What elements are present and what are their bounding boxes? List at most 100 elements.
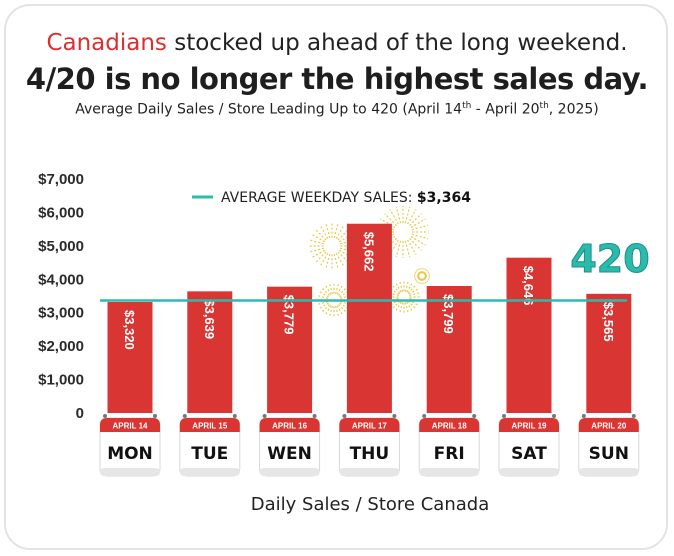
subheadline: 4/20 is no longer the highest sales day.	[25, 62, 649, 96]
bar-value-label: $3,799	[441, 294, 456, 334]
x-tick-label: FRI	[434, 444, 465, 464]
tile-ring	[262, 414, 267, 418]
firework-ray	[389, 239, 399, 255]
day-tile: APRIL 20 SUN	[578, 414, 640, 477]
firework-ray	[380, 218, 396, 228]
tile-footer	[339, 468, 400, 476]
firework-burst	[388, 281, 420, 313]
firework-ray	[319, 252, 329, 268]
tile-ring	[581, 414, 586, 418]
tile-date: APRIL 15	[192, 422, 228, 431]
bar	[346, 223, 392, 413]
firework-ray	[417, 278, 422, 284]
firework-ray	[395, 240, 402, 258]
bar-value-label: $3,779	[282, 295, 297, 335]
title-part-3: , 2025)	[548, 101, 599, 118]
x-tick-label: MON	[107, 444, 153, 464]
bar-value-label: $3,565	[601, 302, 616, 342]
firework-ray	[399, 281, 404, 292]
firework-ray	[424, 273, 430, 276]
firework-ray	[408, 288, 419, 295]
firework-ray	[310, 233, 326, 243]
firework-ray	[310, 249, 326, 259]
firework-ray	[410, 218, 426, 228]
tile-ring	[232, 414, 237, 418]
firework-ray	[409, 292, 420, 297]
tile-footer	[499, 468, 559, 476]
tile-ring	[392, 414, 397, 418]
firework-ray	[407, 285, 416, 294]
firework-ray	[422, 278, 425, 284]
firework-ray	[423, 277, 429, 283]
firework-ray	[423, 269, 429, 275]
tile-header	[259, 418, 320, 432]
bar-value-label: $5,662	[361, 232, 376, 272]
firework-ray	[319, 224, 329, 240]
firework-ray	[318, 302, 329, 310]
legend-value: $3,364	[417, 190, 471, 206]
tile-footer	[179, 468, 240, 476]
day-tile: APRIL 19 SAT	[498, 414, 560, 477]
tile-header	[419, 418, 480, 432]
tile-date: APRIL 16	[272, 422, 308, 431]
firework-ray	[411, 224, 429, 231]
day-tile: APRIL 17 THU	[338, 414, 400, 477]
bar	[107, 302, 153, 413]
title-sup-1: th	[462, 101, 472, 111]
firework-ray	[335, 224, 345, 240]
firework-ray	[417, 268, 422, 274]
headline-rest: stocked up ahead of the long weekend.	[166, 30, 628, 56]
firework-ray	[324, 284, 332, 295]
firework-ray	[333, 253, 339, 270]
x-axis-title: Daily Sales / Store Canada	[250, 494, 490, 515]
headline-highlight: Canadians	[46, 30, 167, 56]
firework-ray	[407, 239, 417, 255]
firework-ray	[404, 206, 411, 224]
firework-ray	[404, 281, 409, 292]
tile-footer	[259, 468, 320, 476]
tile-ring	[342, 414, 347, 418]
bar	[267, 286, 313, 413]
tile-date: APRIL 20	[591, 422, 627, 431]
firework-ray	[409, 238, 422, 251]
tile-date: APRIL 19	[512, 422, 548, 431]
firework-ray	[308, 239, 325, 245]
firework-ray	[336, 305, 344, 316]
title-sup-2: th	[539, 101, 549, 111]
firework-ray	[392, 300, 401, 309]
firework-ray	[422, 278, 427, 284]
y-tick-label: $1,000	[38, 372, 84, 389]
title-part-1: Average Daily Sales / Store Leading Up t…	[75, 101, 463, 118]
firework-ray	[324, 305, 332, 316]
firework-ray	[414, 276, 420, 281]
y-tick-label: 0	[76, 405, 84, 422]
y-tick-label: $6,000	[38, 204, 84, 221]
tile-ring	[312, 414, 317, 418]
bar	[506, 257, 552, 413]
firework-ray	[392, 285, 401, 294]
y-tick-label: $5,000	[38, 238, 84, 255]
firework-ray	[410, 236, 426, 246]
firework-ray	[404, 240, 411, 258]
firework-ray	[407, 300, 416, 309]
firework-ray	[336, 284, 344, 295]
day-tile: APRIL 14 MON	[99, 414, 161, 477]
firework-ray	[419, 278, 422, 284]
y-tick-label: $3,000	[38, 305, 84, 322]
day-tile: APRIL 15 TUE	[179, 414, 241, 477]
day-tile: APRIL 16 WEN	[259, 414, 321, 477]
firework-ray	[399, 302, 404, 313]
firework-ray	[389, 209, 399, 225]
firework-ray	[406, 301, 413, 312]
title-part-2: - April 20	[471, 101, 540, 118]
y-tick-label: $2,000	[38, 338, 84, 355]
chart-title: Average Daily Sales / Store Leading Up t…	[0, 101, 674, 118]
firework-ray	[395, 301, 402, 312]
tile-header	[578, 418, 639, 432]
firework-ray	[395, 282, 402, 293]
bar	[187, 291, 233, 413]
x-tick-label: THU	[350, 444, 390, 464]
firework-ray	[308, 247, 325, 253]
bar	[426, 286, 472, 413]
firework-ray	[320, 286, 330, 296]
